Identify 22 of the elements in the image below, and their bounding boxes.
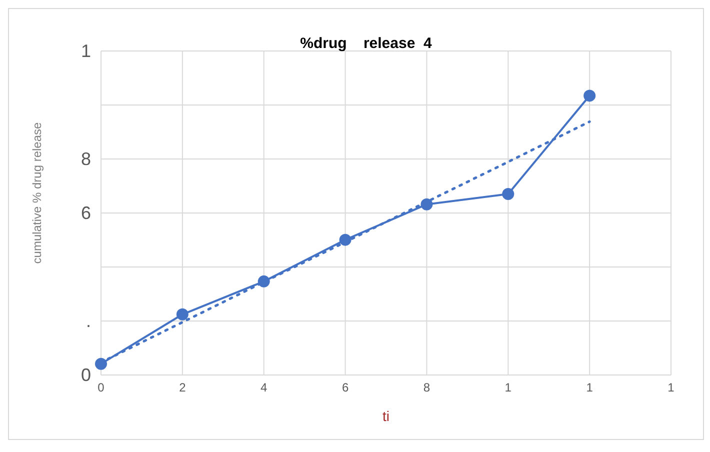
x-tick-label: 4 xyxy=(260,380,268,395)
x-tick-label: 1 xyxy=(668,380,675,395)
y-axis-title: cumulative % drug release xyxy=(30,122,44,264)
x-tick-label: 0 xyxy=(98,380,105,395)
x-tick-label: 1 xyxy=(504,380,512,395)
x-axis-title: ti xyxy=(382,408,390,424)
point xyxy=(502,188,514,200)
text: 6 xyxy=(80,202,91,224)
text: 1 xyxy=(80,40,91,62)
x-tick-label: 8 xyxy=(423,380,430,395)
point xyxy=(339,234,352,246)
point xyxy=(95,358,107,370)
chart-title: %drug release 4 xyxy=(300,35,432,52)
x-tick-label: 6 xyxy=(342,380,349,395)
x-tick-label: 2 xyxy=(179,380,186,395)
point xyxy=(176,308,188,320)
text: . xyxy=(84,310,91,332)
x-tick-label: 1 xyxy=(586,380,594,395)
point xyxy=(420,198,433,210)
point xyxy=(584,90,596,102)
point xyxy=(258,275,270,288)
text: 8 xyxy=(80,148,91,170)
